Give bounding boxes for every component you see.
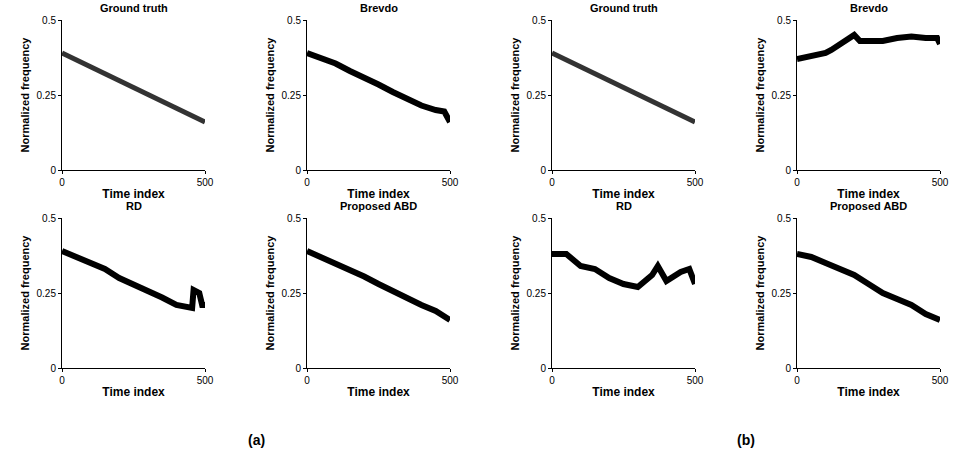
svg-text:500: 500 [932,177,949,188]
svg-text:Time index: Time index [102,187,165,201]
svg-text:0.5: 0.5 [532,213,546,224]
svg-text:Time index: Time index [592,385,655,399]
svg-text:500: 500 [687,375,704,386]
svg-text:0: 0 [549,375,555,386]
svg-text:Proposed ABD: Proposed ABD [830,200,907,212]
svg-text:Normalized frequency: Normalized frequency [509,37,521,153]
svg-text:0.25: 0.25 [282,288,302,299]
svg-text:500: 500 [442,177,459,188]
svg-text:Time index: Time index [347,385,410,399]
svg-text:0.25: 0.25 [37,288,57,299]
svg-text:Normalized frequency: Normalized frequency [754,37,766,153]
svg-text:0.25: 0.25 [282,90,302,101]
svg-text:0: 0 [50,363,56,374]
svg-text:500: 500 [932,375,949,386]
svg-text:Brevdo: Brevdo [360,2,398,14]
svg-text:500: 500 [687,177,704,188]
svg-text:0: 0 [785,165,791,176]
svg-text:Normalized frequency: Normalized frequency [264,235,276,351]
svg-text:Time index: Time index [837,385,900,399]
svg-text:Brevdo: Brevdo [850,2,888,14]
svg-text:RD: RD [616,200,632,212]
svg-text:0.25: 0.25 [527,90,547,101]
svg-text:0: 0 [304,375,310,386]
svg-text:0: 0 [295,363,301,374]
svg-text:Proposed ABD: Proposed ABD [340,200,417,212]
svg-text:0.5: 0.5 [42,213,56,224]
svg-text:0: 0 [540,165,546,176]
svg-text:0.5: 0.5 [777,15,791,26]
svg-text:Normalized frequency: Normalized frequency [264,37,276,153]
svg-text:0.5: 0.5 [287,213,301,224]
svg-text:Time index: Time index [347,187,410,201]
svg-text:500: 500 [442,375,459,386]
svg-text:0.5: 0.5 [287,15,301,26]
svg-text:0: 0 [295,165,301,176]
svg-text:Time index: Time index [102,385,165,399]
svg-text:0.25: 0.25 [772,90,792,101]
svg-text:0: 0 [794,375,800,386]
svg-text:0: 0 [304,177,310,188]
svg-text:500: 500 [197,375,214,386]
svg-text:0.25: 0.25 [527,288,547,299]
svg-text:0.25: 0.25 [37,90,57,101]
svg-text:Normalized frequency: Normalized frequency [509,235,521,351]
svg-text:0.5: 0.5 [777,213,791,224]
svg-text:0: 0 [794,177,800,188]
svg-text:Time index: Time index [837,187,900,201]
svg-text:Ground truth: Ground truth [100,2,168,14]
svg-text:Normalized frequency: Normalized frequency [19,235,31,351]
svg-text:Time index: Time index [592,187,655,201]
svg-text:0.5: 0.5 [42,15,56,26]
svg-text:500: 500 [197,177,214,188]
svg-text:Ground truth: Ground truth [590,2,658,14]
svg-text:(a): (a) [248,432,265,448]
svg-text:0: 0 [50,165,56,176]
svg-text:0: 0 [549,177,555,188]
svg-text:0: 0 [540,363,546,374]
svg-text:0: 0 [59,177,65,188]
svg-text:RD: RD [126,200,142,212]
svg-text:Normalized frequency: Normalized frequency [754,235,766,351]
svg-text:Normalized frequency: Normalized frequency [19,37,31,153]
svg-text:0: 0 [59,375,65,386]
svg-text:0.25: 0.25 [772,288,792,299]
svg-text:(b): (b) [737,432,755,448]
svg-text:0.5: 0.5 [532,15,546,26]
svg-text:0: 0 [785,363,791,374]
